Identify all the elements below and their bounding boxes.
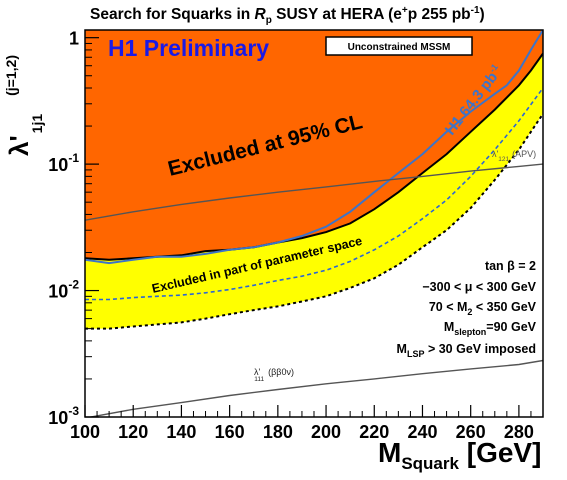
double-beta-constraint-line (87, 359, 543, 417)
partial-exclusion-region (85, 53, 543, 329)
x-tick-label: 200 (311, 422, 341, 442)
y-axis-title: λ'1j1(j=1,2) (3, 55, 45, 156)
y-tick-label: 10-2 (48, 278, 79, 302)
m2-annotation: 70 < M2 < 350 GeV (429, 300, 537, 317)
partial-exclusion-boundary (85, 113, 543, 330)
mlsp-annotation: MLSP > 30 GeV imposed (397, 342, 536, 359)
y-tick-label: 1 (69, 29, 79, 49)
x-tick-label: 240 (407, 422, 437, 442)
x-tick-label: 160 (215, 422, 245, 442)
x-tick-label: 220 (359, 422, 389, 442)
expected-limit-dashed-line (85, 87, 543, 301)
apv-label: λ'121(APV) (492, 149, 536, 163)
tanbeta-annotation: tan β = 2 (485, 259, 536, 273)
x-axis-ticks: 100 120 140 160 180 200 220 240 260 280 (70, 405, 534, 442)
chart-title: Search for Squarks in Rp SUSY at HERA (e… (90, 5, 485, 26)
x-tick-label: 100 (70, 422, 100, 442)
x-tick-label: 280 (504, 422, 534, 442)
x-tick-label: 140 (166, 422, 196, 442)
y-axis-ticks: 10-3 10-2 10-1 1 (48, 29, 99, 428)
y-tick-label: 10-1 (48, 151, 79, 175)
x-tick-label: 180 (263, 422, 293, 442)
x-axis-title: MSquark [GeV] (378, 437, 541, 473)
h1-preliminary-label: H1 Preliminary (108, 35, 269, 61)
x-tick-label: 260 (456, 422, 486, 442)
svg-text:λ'1j1(j=1,2): λ'1j1(j=1,2) (3, 55, 45, 156)
mslepton-annotation: Mslepton=90 GeV (444, 320, 537, 337)
x-tick-label: 120 (118, 422, 148, 442)
apv-constraint-line (85, 163, 543, 221)
h1-64pb-limit-line (85, 30, 543, 265)
double-beta-label: λ' 111(ββ0ν) (254, 367, 294, 383)
model-box (325, 36, 473, 56)
mu-annotation: −300 < μ < 300 GeV (422, 280, 536, 294)
model-box-label: Unconstrained MSSM (348, 42, 451, 53)
y-tick-label: 10-3 (48, 404, 79, 428)
